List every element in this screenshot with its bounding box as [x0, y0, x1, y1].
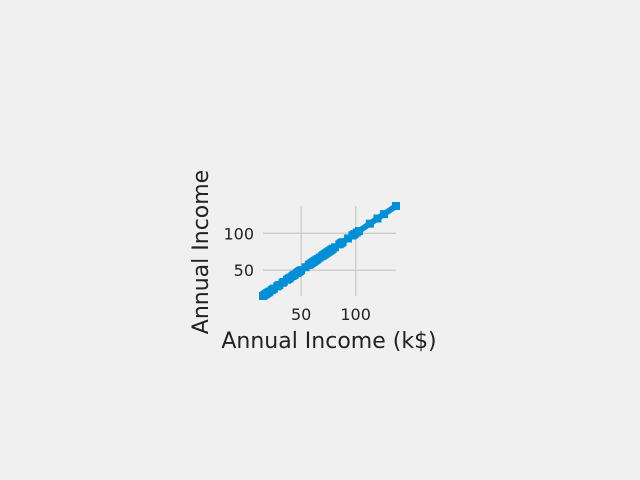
y-tick-label-1: 100	[223, 224, 254, 243]
data-point	[338, 238, 347, 247]
data-point	[365, 219, 374, 228]
y-tick-label-0: 50	[234, 261, 254, 280]
tick-layer: 50 100 50 100	[223, 224, 370, 324]
x-tick-label-0: 50	[291, 305, 311, 324]
x-tick-label-1: 100	[340, 305, 371, 324]
data-point	[354, 227, 363, 236]
series-layer	[258, 201, 401, 301]
grid-layer	[263, 206, 396, 296]
data-point	[380, 210, 389, 219]
data-point	[344, 234, 353, 243]
data-point	[392, 202, 400, 210]
y-axis-label: Annual Income	[189, 170, 214, 334]
data-point	[373, 214, 382, 223]
x-axis-label: Annual Income (k$)	[221, 329, 436, 354]
data-point	[330, 243, 339, 252]
data-point	[297, 266, 306, 275]
